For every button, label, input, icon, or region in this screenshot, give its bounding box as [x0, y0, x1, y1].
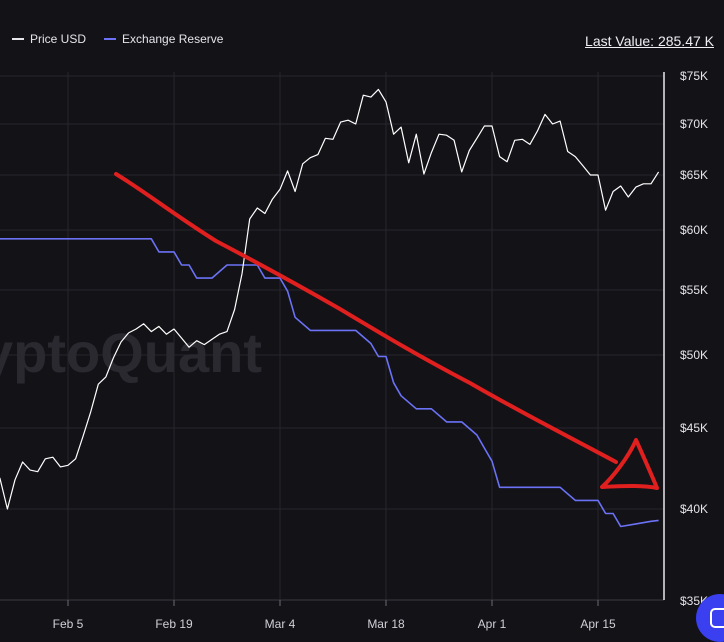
- y-tick-label: $50K: [680, 348, 708, 362]
- y-tick-label: $60K: [680, 223, 708, 237]
- y-tick-label: $65K: [680, 168, 708, 182]
- legend-swatch-reserve: [104, 38, 117, 40]
- y-tick-label: $45K: [680, 421, 708, 435]
- legend-swatch-price: [12, 38, 24, 40]
- x-tick-label: Apr 15: [580, 617, 616, 631]
- y-tick-label: $40K: [680, 502, 708, 516]
- x-tick-label: Apr 1: [478, 617, 507, 631]
- series-line-price-usd: [0, 88, 660, 510]
- watermark: yptoQuant: [0, 321, 262, 384]
- y-tick-labels: $75K$70K$65K$60K$55K$50K$45K$40K$35K: [680, 69, 708, 608]
- grid-lines: [0, 72, 664, 601]
- y-tick-label: $75K: [680, 69, 708, 83]
- x-tick-label: Feb 5: [53, 617, 84, 631]
- annotation-layer: [114, 172, 659, 490]
- y-tick-label: $70K: [680, 117, 708, 131]
- x-tick-label: Mar 18: [367, 617, 405, 631]
- legend-item-reserve[interactable]: Exchange Reserve: [104, 32, 223, 46]
- y-tick-label: $55K: [680, 283, 708, 297]
- series-layer: [0, 88, 660, 528]
- x-tick-label: Feb 19: [155, 617, 193, 631]
- legend-label-price: Price USD: [30, 32, 87, 46]
- annotation-arrow-shaft: [114, 172, 618, 464]
- chat-icon: [710, 608, 724, 628]
- x-tick-labels: Feb 5 Feb 19 Mar 4 Mar 18 Apr 1 Apr 15: [53, 600, 616, 631]
- legend: Price USD Exchange Reserve: [12, 32, 223, 46]
- legend-label-reserve: Exchange Reserve: [122, 32, 224, 46]
- annotation-arrow-head: [600, 438, 659, 490]
- watermark-layer: yptoQuant: [0, 321, 262, 384]
- last-value-readout[interactable]: Last Value: 285.47 K: [585, 33, 714, 49]
- series-line-exchange-reserve: [0, 238, 659, 528]
- x-tick-label: Mar 4: [265, 617, 296, 631]
- legend-item-price[interactable]: Price USD: [12, 32, 86, 46]
